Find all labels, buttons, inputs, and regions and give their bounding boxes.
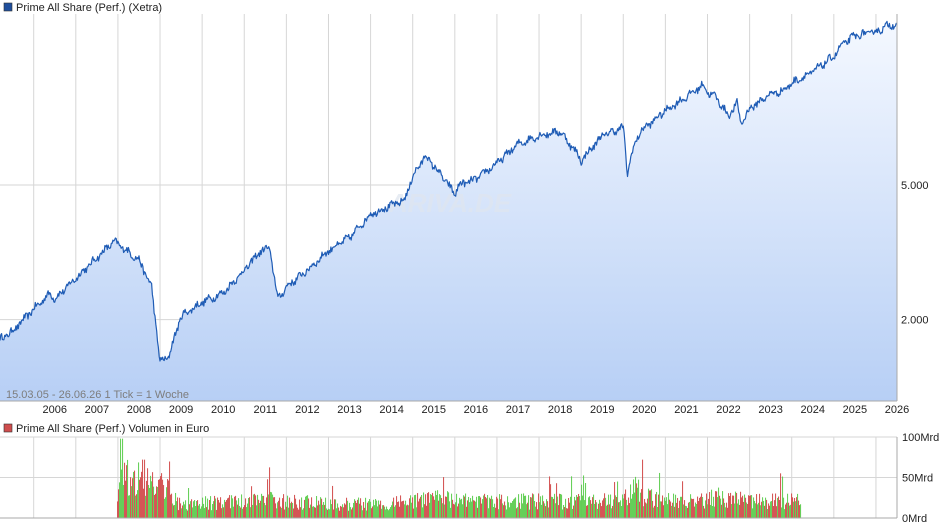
volume-y-tick-label: 100Mrd [902, 432, 939, 444]
x-tick-label: 2013 [337, 404, 361, 416]
price-panel: ARIVA.DE 5.000 2.000 15.03.05 - 26.06.26 … [0, 14, 940, 416]
x-tick-label: 2015 [422, 404, 446, 416]
x-tick-label: 2025 [843, 404, 867, 416]
x-tick-label: 2009 [169, 404, 193, 416]
date-range-annotation: 15.03.05 - 26.06.26 1 Tick = 1 Woche [6, 389, 189, 401]
x-tick-label: 2019 [590, 404, 614, 416]
price-legend-label: Prime All Share (Perf.) (Xetra) [16, 2, 162, 14]
volume-legend-label: Prime All Share (Perf.) Volumen in Euro [16, 423, 209, 435]
x-tick-label: 2012 [295, 404, 319, 416]
x-tick-label: 2018 [548, 404, 572, 416]
x-tick-label: 2011 [253, 404, 277, 416]
volume-y-tick-label: 0Mrd [902, 513, 927, 525]
volume-y-tick-label: 50Mrd [902, 473, 933, 485]
x-tick-label: 2022 [716, 404, 740, 416]
x-tick-label: 2017 [506, 404, 530, 416]
volume-legend-swatch [3, 423, 13, 433]
volume-panel: 100Mrd 50Mrd 0Mrd [0, 432, 939, 525]
price-legend-swatch [3, 2, 13, 12]
x-tick-label: 2006 [43, 404, 67, 416]
price-y-tick-label: 2.000 [901, 315, 929, 327]
x-tick-label: 2026 [885, 404, 909, 416]
volume-bars [117, 438, 802, 518]
x-tick-label: 2020 [632, 404, 656, 416]
x-tick-label: 2008 [127, 404, 151, 416]
price-y-tick-labels: 5.000 2.000 [901, 180, 929, 327]
price-area-group [0, 21, 897, 402]
x-tick-label: 2007 [85, 404, 109, 416]
x-tick-label: 2023 [758, 404, 782, 416]
x-tick-label: 2016 [464, 404, 488, 416]
price-area-fill [0, 21, 897, 402]
x-tick-labels: 2006 2007 2008 2009 2010 2011 2012 2013 2014 2015… [43, 404, 910, 416]
volume-y-tick-labels: 100Mrd 50Mrd 0Mrd [902, 432, 939, 525]
price-line-group [0, 20, 898, 362]
x-tick-label: 2024 [801, 404, 825, 416]
x-tick-label: 2010 [211, 404, 235, 416]
price-legend: Prime All Share (Perf.) (Xetra) [3, 2, 162, 14]
price-y-tick-label: 5.000 [901, 180, 929, 192]
volume-legend: Prime All Share (Perf.) Volumen in Euro [3, 423, 209, 435]
x-tick-label: 2021 [674, 404, 698, 416]
price-line [0, 20, 898, 362]
x-tick-label: 2014 [379, 404, 403, 416]
watermark: ARIVA.DE [388, 188, 512, 218]
